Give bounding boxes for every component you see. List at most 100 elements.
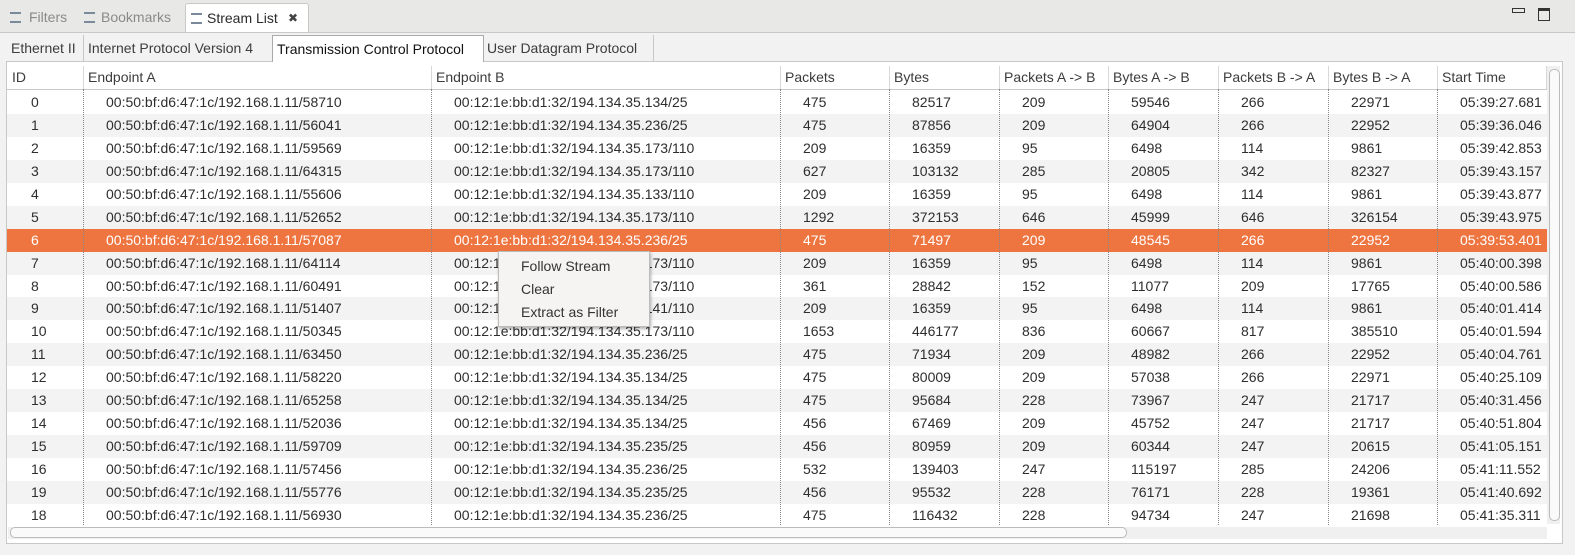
- scroll-thumb[interactable]: [10, 527, 1127, 538]
- column-header[interactable]: Start Time: [1438, 66, 1547, 89]
- table-cell: 228: [1022, 392, 1046, 409]
- table-cell: 95: [1022, 185, 1038, 202]
- table-cell: 266: [1241, 231, 1265, 248]
- column-separator: [431, 89, 432, 525]
- table-cell: 22971: [1351, 369, 1390, 386]
- column-header[interactable]: Endpoint A: [84, 66, 432, 89]
- table-cell: 00:12:1e:bb:d1:32/194.134.35.173/110: [454, 162, 695, 179]
- table-cell: 05:40:51.804: [1460, 415, 1542, 432]
- table-cell: 00:50:bf:d6:47:1c/192.168.1.11/58220: [106, 369, 342, 386]
- table-cell: 1: [31, 116, 39, 133]
- maximize-button[interactable]: [1538, 8, 1550, 21]
- view-tab[interactable]: Bookmarks: [78, 3, 183, 31]
- table-cell: 228: [1022, 483, 1046, 500]
- view-tab[interactable]: Filters: [4, 3, 74, 31]
- table-row[interactable]: [7, 366, 1547, 390]
- table-row[interactable]: [7, 412, 1547, 436]
- table-cell: 05:40:00.586: [1460, 277, 1542, 294]
- column-header[interactable]: Bytes A -> B: [1109, 66, 1219, 89]
- vertical-scrollbar[interactable]: [1547, 66, 1560, 524]
- table-row[interactable]: [7, 320, 1547, 344]
- table-row[interactable]: [7, 182, 1547, 206]
- table-cell: 116432: [912, 506, 958, 523]
- column-separator: [999, 89, 1000, 525]
- table-cell: 456: [803, 483, 827, 500]
- horizontal-scrollbar[interactable]: [8, 525, 1547, 539]
- table-cell: 209: [1241, 277, 1265, 294]
- table-row[interactable]: [7, 113, 1547, 137]
- table-cell: 15: [31, 438, 47, 455]
- table-cell: 05:39:43.975: [1460, 208, 1542, 225]
- protocol-tab[interactable]: Ethernet II: [7, 35, 84, 61]
- table-row[interactable]: [7, 503, 1547, 527]
- table-cell: 60344: [1131, 438, 1170, 455]
- table-row[interactable]: [7, 343, 1547, 367]
- table-cell: 475: [803, 346, 827, 363]
- table-cell: 152: [1022, 277, 1046, 294]
- table-row[interactable]: [7, 458, 1547, 482]
- table-cell: 17765: [1351, 277, 1390, 294]
- column-separator: [1328, 89, 1329, 525]
- table-cell: 285: [1241, 461, 1265, 478]
- column-header[interactable]: ID: [8, 66, 84, 89]
- close-icon[interactable]: ✖: [288, 11, 299, 25]
- table-cell: 209: [1022, 438, 1046, 455]
- table-cell: 20805: [1131, 162, 1170, 179]
- column-header[interactable]: Bytes B -> A: [1329, 66, 1438, 89]
- table-cell: 05:41:05.151: [1460, 438, 1542, 455]
- table-cell: 00:50:bf:d6:47:1c/192.168.1.11/59569: [106, 139, 342, 156]
- table-cell: 00:50:bf:d6:47:1c/192.168.1.11/56041: [106, 116, 342, 133]
- table-cell: 475: [803, 392, 827, 409]
- table-row[interactable]: [7, 274, 1547, 298]
- protocol-tab[interactable]: Internet Protocol Version 4: [84, 35, 273, 61]
- table-row[interactable]: [7, 136, 1547, 160]
- column-header[interactable]: Bytes: [890, 66, 1000, 89]
- column-header[interactable]: Endpoint B: [432, 66, 781, 89]
- table-row[interactable]: [7, 91, 1547, 114]
- column-header[interactable]: Packets: [781, 66, 890, 89]
- table-row[interactable]: [7, 389, 1547, 413]
- table-row[interactable]: [7, 480, 1547, 504]
- table-cell: 20615: [1351, 438, 1390, 455]
- view-tab[interactable]: Stream List ✖: [185, 3, 309, 32]
- table-cell: 24206: [1351, 461, 1390, 478]
- menu-item[interactable]: Extract as Filter: [521, 304, 619, 320]
- column-separator: [1108, 89, 1109, 525]
- table-row[interactable]: [7, 435, 1547, 459]
- table-cell: 45752: [1131, 415, 1170, 432]
- table-cell: 71497: [912, 231, 951, 248]
- table-cell: 00:50:bf:d6:47:1c/192.168.1.11/59709: [106, 438, 342, 455]
- table-cell: 2: [31, 139, 39, 156]
- table-cell: 18: [31, 506, 47, 523]
- minimize-button[interactable]: [1512, 8, 1525, 13]
- table-cell: 00:50:bf:d6:47:1c/192.168.1.11/60491: [106, 277, 342, 294]
- table-row[interactable]: [7, 159, 1547, 183]
- table-cell: 73967: [1131, 392, 1170, 409]
- table-cell: 209: [803, 300, 827, 317]
- table-cell: 266: [1241, 94, 1265, 110]
- table-row[interactable]: [7, 205, 1547, 229]
- scroll-thumb[interactable]: [1549, 69, 1560, 521]
- table-cell: 82327: [1351, 162, 1390, 179]
- table-cell: 6498: [1131, 300, 1163, 317]
- table-cell: 209: [1022, 369, 1046, 386]
- table-cell: 4: [31, 185, 39, 202]
- menu-item[interactable]: Follow Stream: [521, 258, 611, 274]
- tab-icon: [84, 12, 95, 23]
- protocol-tab[interactable]: User Datagram Protocol: [483, 35, 654, 61]
- table-cell: 87856: [912, 116, 951, 133]
- table-row[interactable]: [7, 297, 1547, 321]
- table-cell: 94734: [1131, 506, 1170, 523]
- table-row[interactable]: [7, 251, 1547, 275]
- column-header[interactable]: Packets B -> A: [1219, 66, 1329, 89]
- table-cell: 326154: [1351, 208, 1398, 225]
- menu-item[interactable]: Clear: [521, 281, 555, 297]
- table-row[interactable]: [7, 228, 1547, 252]
- column-separator: [1437, 89, 1438, 525]
- table-cell: 05:39:43.877: [1460, 185, 1542, 202]
- protocol-tab[interactable]: Transmission Control Protocol: [272, 35, 484, 62]
- column-header[interactable]: Packets A -> B: [1000, 66, 1109, 89]
- table-cell: 8: [31, 277, 39, 294]
- table-cell: 19361: [1351, 483, 1390, 500]
- table-cell: 13: [31, 392, 47, 409]
